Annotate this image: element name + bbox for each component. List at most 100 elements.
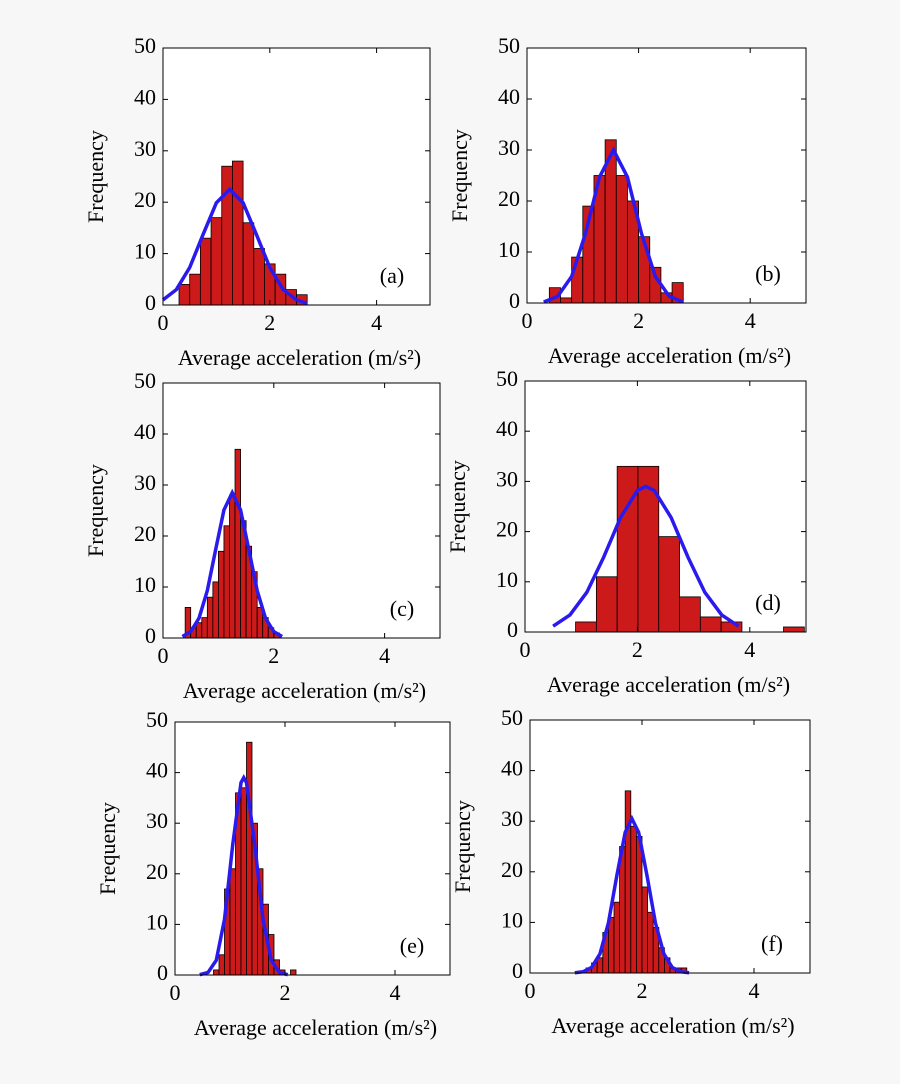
- x-tick-label: 0: [158, 643, 169, 668]
- bar: [679, 596, 701, 633]
- bar: [189, 273, 201, 306]
- bar: [641, 886, 648, 974]
- bar: [229, 868, 236, 976]
- x-tick-label: 2: [268, 643, 279, 668]
- y-axis-label: Frequency: [83, 464, 108, 557]
- x-axis-label: Average acceleration (m/s²): [183, 678, 426, 703]
- x-tick-label: 2: [280, 980, 291, 1005]
- bar: [636, 835, 643, 974]
- bar: [212, 581, 219, 639]
- bar: [699, 616, 722, 633]
- y-tick-label: 20: [134, 521, 156, 546]
- bar: [206, 596, 214, 639]
- bar: [240, 787, 247, 976]
- x-tick-label: 4: [744, 637, 755, 662]
- bar: [210, 217, 223, 306]
- y-axis-label: Frequency: [445, 460, 470, 553]
- y-tick-label: 40: [134, 84, 156, 109]
- x-axis-label: Average acceleration (m/s²): [178, 345, 421, 370]
- y-tick-label: 30: [498, 135, 520, 160]
- y-tick-label: 20: [496, 517, 518, 542]
- y-tick-label: 10: [134, 572, 156, 597]
- bar: [218, 954, 225, 976]
- bar: [178, 284, 191, 306]
- fit-curve: [552, 484, 740, 628]
- x-tick-label: 2: [637, 978, 648, 1003]
- axes-frame: [162, 47, 431, 306]
- y-tick-label: 20: [134, 187, 156, 212]
- bar: [647, 911, 654, 974]
- x-axis-label: Average acceleration (m/s²): [194, 1015, 437, 1040]
- fit-curve: [199, 773, 289, 977]
- panel-annotation: (e): [400, 933, 424, 958]
- bar: [783, 626, 805, 633]
- panel: 0 10 20 30 40 50 0 2 4 Average acceleration (m/s²…: [83, 368, 441, 703]
- y-tick-label: 30: [134, 470, 156, 495]
- y-tick-label: 50: [146, 707, 168, 732]
- bar: [201, 617, 208, 639]
- bar: [630, 825, 637, 974]
- x-tick-label: 4: [379, 643, 390, 668]
- x-tick-label: 4: [371, 310, 382, 335]
- x-tick-label: 4: [745, 308, 756, 333]
- panel-annotation: (f): [761, 931, 783, 956]
- axes-frame: [524, 380, 807, 633]
- y-axis-label: Frequency: [83, 130, 108, 223]
- y-axis-label: Frequency: [95, 802, 120, 895]
- x-axis-label: Average acceleration (m/s²): [551, 1013, 794, 1038]
- bar: [560, 297, 573, 304]
- panel-annotation: (d): [755, 590, 781, 615]
- y-tick-label: 50: [134, 368, 156, 393]
- fit-curve: [574, 814, 690, 975]
- bar: [246, 741, 253, 976]
- y-tick-label: 30: [146, 808, 168, 833]
- panel: 0 10 20 30 40 50 0 2 4 Average acceleration (m/s²…: [447, 33, 807, 368]
- bar: [221, 165, 233, 306]
- bar: [290, 969, 297, 976]
- bar: [213, 969, 220, 976]
- y-tick-label: 30: [134, 136, 156, 161]
- y-tick-label: 0: [512, 958, 523, 983]
- y-tick-label: 0: [157, 960, 168, 985]
- x-tick-label: 0: [522, 308, 533, 333]
- y-tick-label: 40: [501, 756, 523, 781]
- panel: 0 10 20 30 40 50 0 2 4 Average acceleration (m/s²…: [450, 705, 811, 1038]
- y-tick-label: 0: [509, 288, 520, 313]
- fit-curve: [181, 488, 283, 638]
- axes-frame: [174, 721, 451, 976]
- y-tick-label: 20: [146, 859, 168, 884]
- y-tick-label: 50: [496, 366, 518, 391]
- bar: [658, 536, 680, 633]
- bar: [575, 621, 597, 633]
- bar: [223, 525, 230, 639]
- y-tick-label: 0: [507, 617, 518, 642]
- bar: [615, 175, 628, 304]
- y-tick-label: 40: [146, 758, 168, 783]
- y-axis-label: Frequency: [450, 800, 475, 893]
- x-tick-label: 0: [525, 978, 536, 1003]
- x-tick-label: 2: [264, 310, 275, 335]
- plot-area: [163, 383, 440, 638]
- bar: [253, 248, 265, 306]
- axes-frame: [162, 382, 441, 639]
- bar: [232, 160, 244, 306]
- fit-curve: [543, 146, 684, 304]
- bar: [613, 901, 620, 974]
- y-tick-label: 40: [496, 416, 518, 441]
- x-tick-label: 4: [749, 978, 760, 1003]
- y-tick-label: 10: [146, 909, 168, 934]
- bar: [195, 622, 203, 639]
- y-tick-label: 50: [501, 705, 523, 730]
- x-tick-label: 0: [170, 980, 181, 1005]
- y-tick-label: 10: [134, 239, 156, 264]
- y-tick-label: 20: [501, 857, 523, 882]
- x-axis-label: Average acceleration (m/s²): [548, 343, 791, 368]
- y-tick-label: 10: [498, 237, 520, 262]
- y-tick-label: 0: [145, 623, 156, 648]
- y-tick-label: 40: [498, 84, 520, 109]
- y-tick-label: 50: [498, 33, 520, 58]
- x-tick-label: 0: [520, 637, 531, 662]
- panel: 0 10 20 30 40 50 0 2 4 Average acceleration (m/s²…: [83, 33, 431, 370]
- y-tick-label: 40: [134, 419, 156, 444]
- bar: [199, 237, 212, 306]
